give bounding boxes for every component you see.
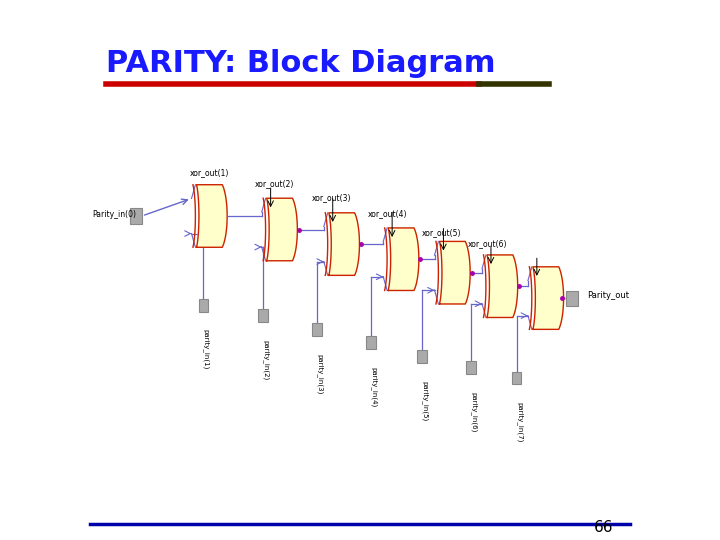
Text: xor_out(2): xor_out(2) xyxy=(255,179,294,188)
Polygon shape xyxy=(329,213,359,275)
Text: Parity_in(0): Parity_in(0) xyxy=(93,210,137,219)
Bar xyxy=(512,372,521,384)
Bar xyxy=(258,309,268,322)
Text: parity_in(7): parity_in(7) xyxy=(516,402,523,443)
Text: Parity_out: Parity_out xyxy=(587,292,629,300)
Bar xyxy=(418,350,427,363)
Bar xyxy=(566,291,578,306)
Text: parity_in(5): parity_in(5) xyxy=(421,381,428,421)
Bar xyxy=(312,323,322,336)
Text: parity_in(1): parity_in(1) xyxy=(203,329,210,370)
Text: parity_in(3): parity_in(3) xyxy=(316,354,323,394)
Text: parity_in(2): parity_in(2) xyxy=(262,340,269,381)
Text: xor_out(4): xor_out(4) xyxy=(368,209,408,218)
Text: xor_out(6): xor_out(6) xyxy=(468,239,508,248)
Bar xyxy=(366,336,376,349)
Polygon shape xyxy=(439,241,470,304)
Text: parity_in(4): parity_in(4) xyxy=(370,367,377,408)
Text: xor_out(3): xor_out(3) xyxy=(311,193,351,202)
Polygon shape xyxy=(197,185,227,247)
Text: xor_out(1): xor_out(1) xyxy=(190,168,229,178)
Polygon shape xyxy=(388,228,419,291)
Text: PARITY: Block Diagram: PARITY: Block Diagram xyxy=(107,49,495,78)
Text: parity_in(6): parity_in(6) xyxy=(470,392,477,432)
Bar xyxy=(199,299,208,312)
Polygon shape xyxy=(487,255,518,318)
Text: xor_out(5): xor_out(5) xyxy=(422,228,462,237)
Bar xyxy=(130,208,142,224)
Polygon shape xyxy=(533,267,564,329)
Bar xyxy=(466,361,475,374)
Polygon shape xyxy=(266,198,297,261)
Text: 66: 66 xyxy=(594,519,613,535)
